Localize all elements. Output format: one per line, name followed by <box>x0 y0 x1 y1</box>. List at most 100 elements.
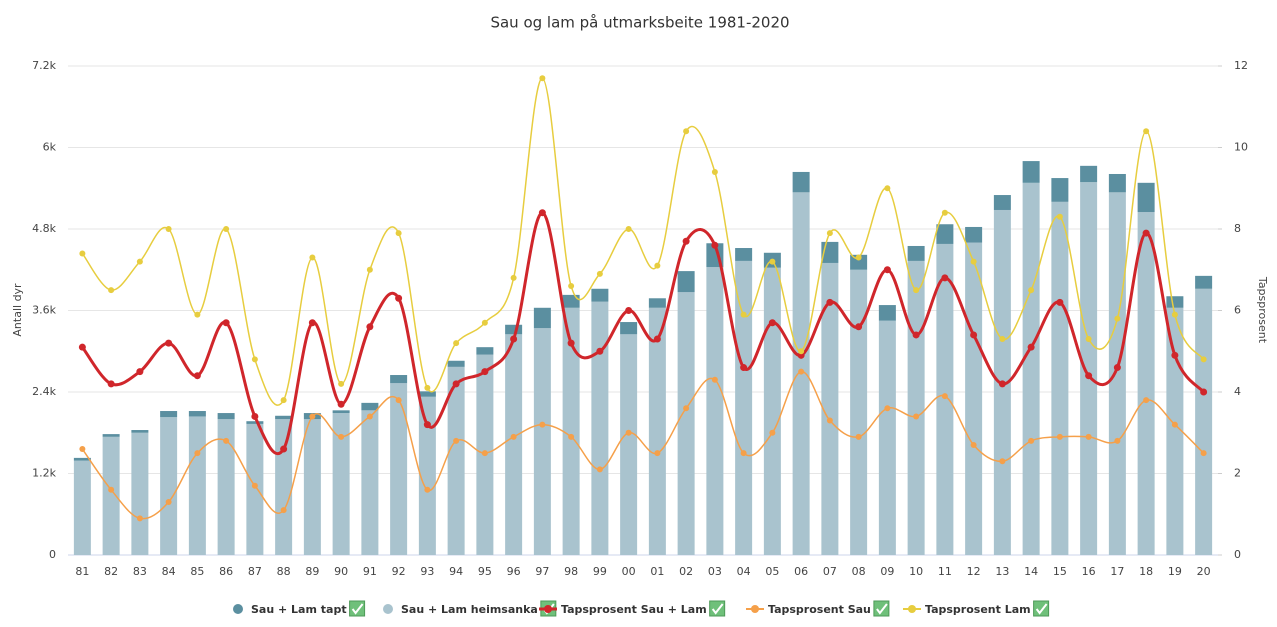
legend-symbol <box>233 604 243 614</box>
y-tick-label: 4.8k <box>32 222 56 235</box>
point <box>1085 433 1092 440</box>
point <box>941 393 948 400</box>
x-tick-label: 15 <box>1053 565 1067 578</box>
point <box>280 397 287 404</box>
legend-check <box>351 603 364 615</box>
point <box>913 413 920 420</box>
point <box>711 241 719 249</box>
point <box>510 335 518 343</box>
point <box>1056 298 1064 306</box>
bar <box>677 292 695 555</box>
point <box>538 209 546 217</box>
point <box>510 274 517 281</box>
point <box>970 331 978 339</box>
point <box>107 380 115 388</box>
y-tick-label: 3.6k <box>32 304 56 317</box>
point <box>625 307 633 314</box>
point <box>452 380 460 388</box>
point <box>1171 351 1179 359</box>
point <box>481 319 488 326</box>
point <box>1028 287 1035 294</box>
bar <box>217 413 235 420</box>
point <box>970 258 977 265</box>
bar <box>102 434 120 437</box>
bar <box>332 410 350 414</box>
bar <box>390 375 408 384</box>
bar <box>1108 173 1126 193</box>
legend-check <box>1035 603 1048 615</box>
y2-tick-label: 10 <box>1234 141 1248 154</box>
bar <box>591 301 609 555</box>
x-tick-label: 87 <box>248 565 262 578</box>
point <box>826 230 833 237</box>
bar <box>131 432 149 555</box>
point <box>970 441 977 448</box>
point <box>711 168 718 175</box>
point <box>683 128 690 135</box>
y2-tick-label: 8 <box>1234 222 1241 235</box>
bar <box>936 224 954 244</box>
point <box>222 319 230 327</box>
legend-checkbox <box>873 600 890 617</box>
bar <box>332 413 350 555</box>
point <box>596 466 603 473</box>
bar <box>188 416 206 555</box>
bar <box>1137 182 1155 213</box>
point <box>539 421 546 428</box>
point <box>338 380 345 387</box>
point <box>79 250 86 257</box>
point <box>1028 437 1035 444</box>
point <box>1085 336 1092 343</box>
bar <box>878 305 896 321</box>
bar <box>735 248 753 261</box>
y2-tick-label: 4 <box>1234 385 1241 398</box>
point <box>855 254 862 261</box>
x-tick-label: 18 <box>1139 565 1153 578</box>
bar <box>533 307 551 329</box>
x-tick-label: 16 <box>1082 565 1096 578</box>
point <box>194 450 201 457</box>
point <box>223 437 230 444</box>
x-tick-label: 96 <box>507 565 521 578</box>
point <box>423 421 431 429</box>
point <box>826 417 833 424</box>
bar <box>1051 201 1069 556</box>
point <box>395 230 402 237</box>
chart-title: Sau og lam på utmarksbeite 1981-2020 <box>490 14 789 32</box>
point <box>481 368 489 376</box>
point <box>193 372 201 380</box>
bar <box>476 347 494 355</box>
x-tick-label: 88 <box>277 565 291 578</box>
legend-symbol <box>544 605 552 613</box>
y-tick-label: 6k <box>43 141 57 154</box>
x-tick-label: 84 <box>162 565 176 578</box>
bar <box>1166 296 1184 308</box>
x-tick-label: 08 <box>852 565 866 578</box>
bar <box>217 419 235 555</box>
bar <box>878 320 896 555</box>
point <box>453 340 460 347</box>
bar <box>447 366 465 555</box>
point <box>309 254 316 261</box>
point <box>510 433 517 440</box>
point <box>78 343 86 351</box>
legend-label: Sau + Lam tapt <box>251 603 347 616</box>
x-tick-label: 03 <box>708 565 722 578</box>
point <box>280 507 287 514</box>
point <box>165 226 172 232</box>
point <box>337 400 345 408</box>
point <box>338 433 345 440</box>
point <box>108 287 115 294</box>
bar <box>275 415 293 420</box>
y2-tick-label: 12 <box>1234 59 1248 72</box>
bar <box>907 260 925 555</box>
bar <box>246 421 264 424</box>
point <box>1056 213 1063 220</box>
bar <box>1080 182 1098 555</box>
point <box>194 311 201 318</box>
bar <box>792 171 810 193</box>
bar <box>1195 288 1213 555</box>
point <box>912 331 920 339</box>
